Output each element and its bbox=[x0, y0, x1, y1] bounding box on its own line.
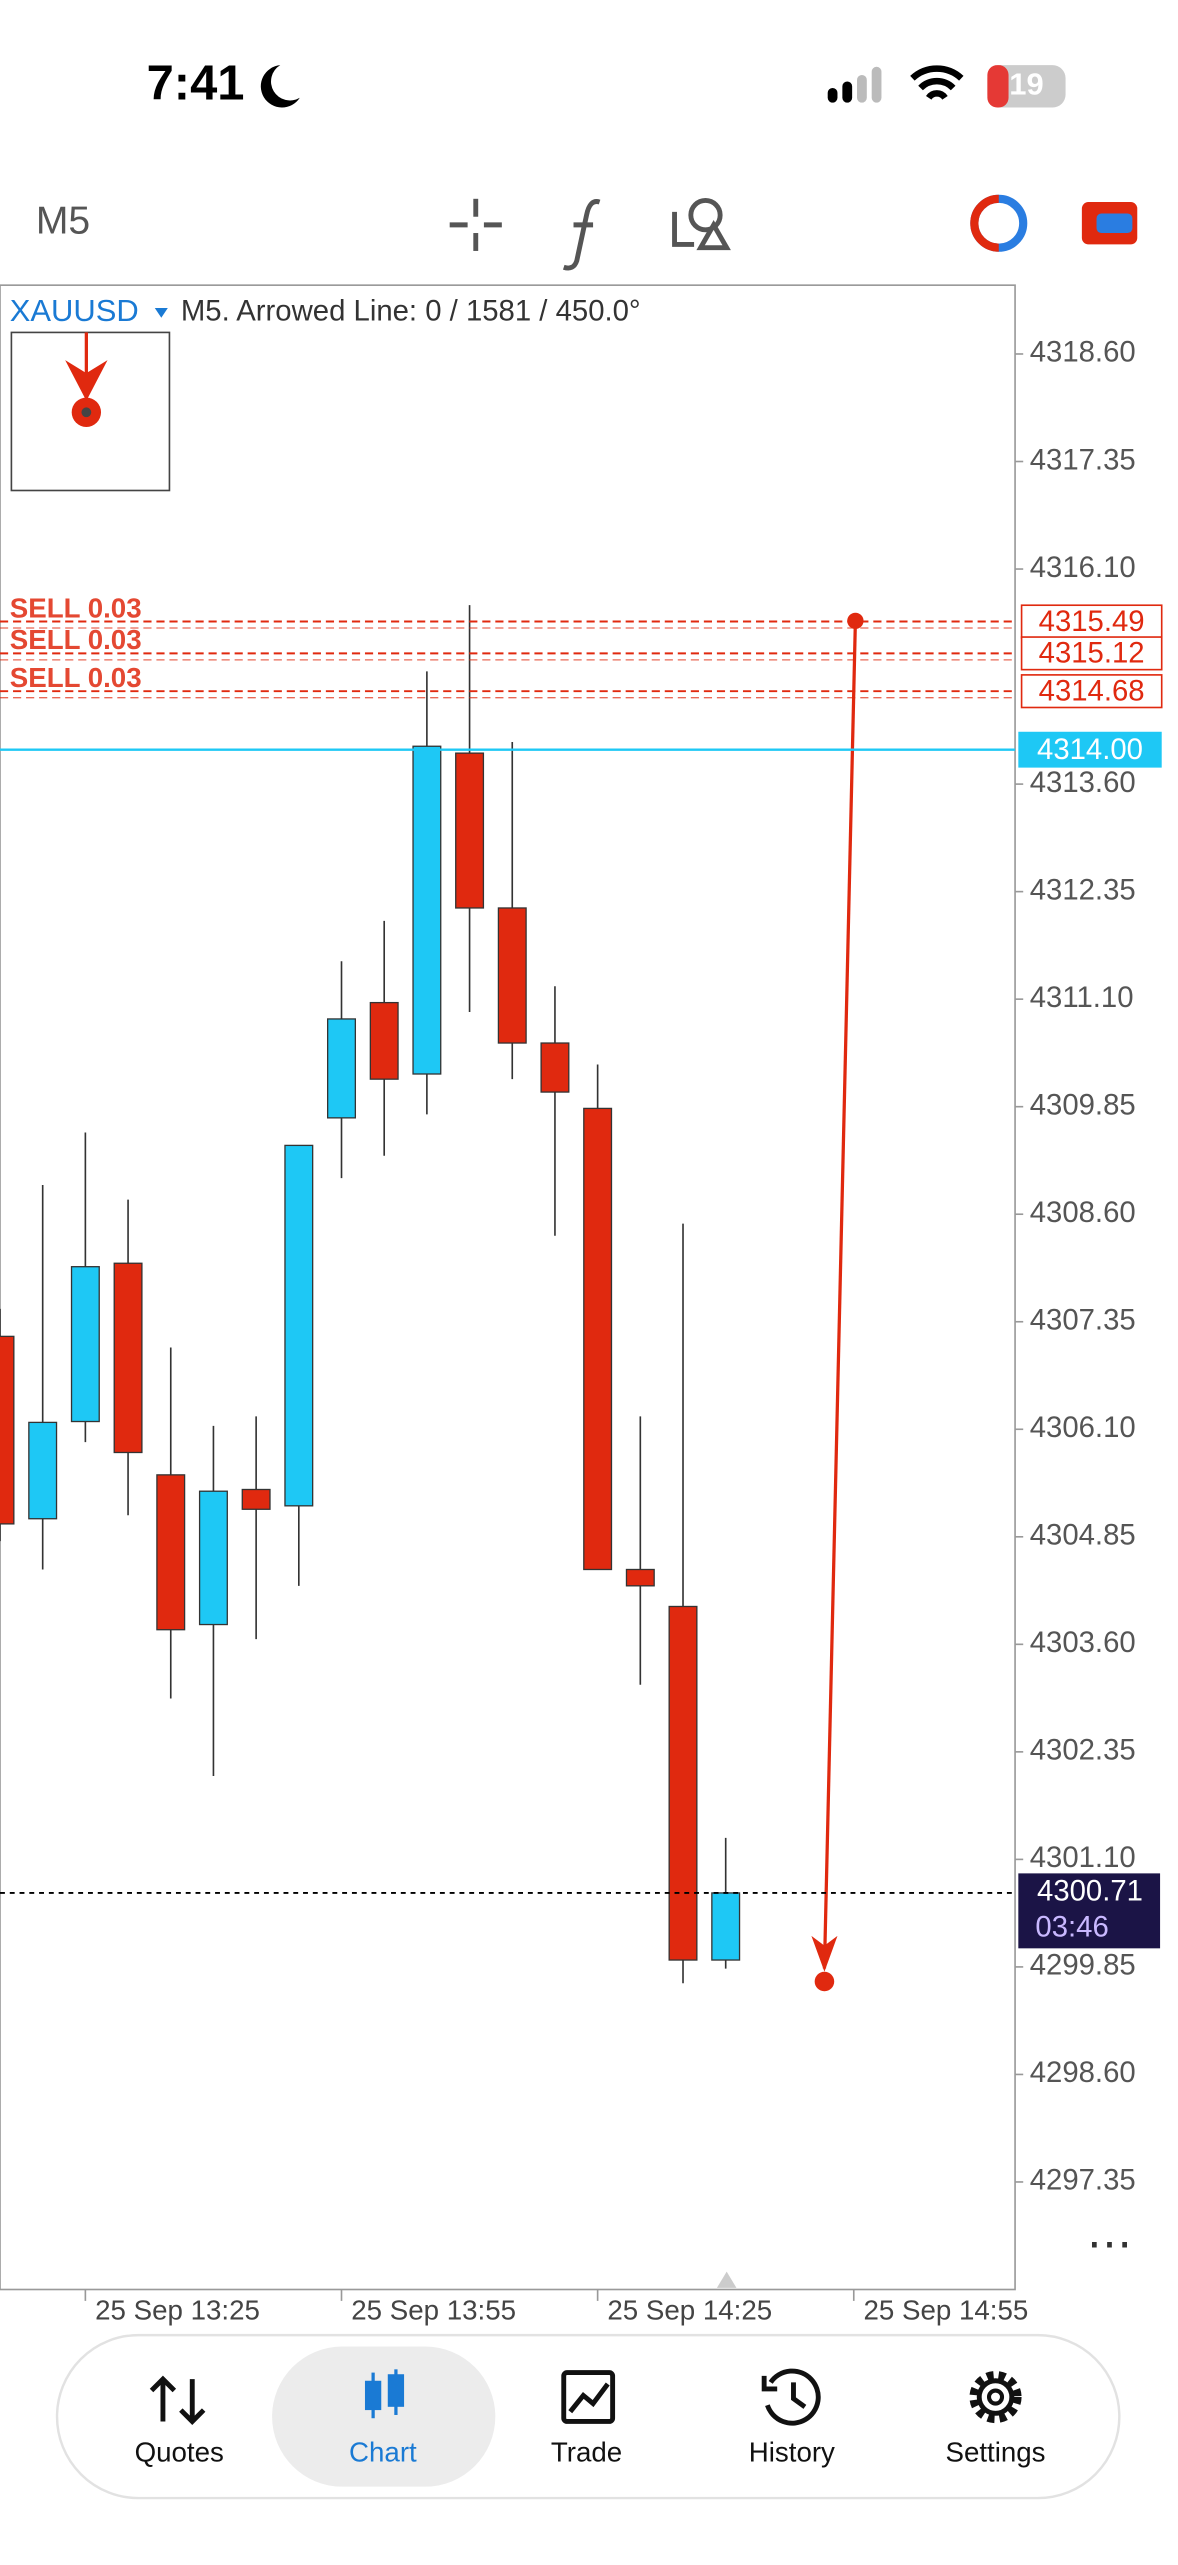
y-tick-label: 4308.60 bbox=[1030, 1196, 1136, 1229]
account-button[interactable] bbox=[970, 194, 1028, 252]
candle-body bbox=[711, 1892, 741, 1961]
candle-body bbox=[327, 1018, 357, 1119]
candle-body bbox=[198, 1490, 228, 1626]
y-tick-label: 4303.60 bbox=[1030, 1626, 1136, 1659]
order-price: 4315.12 bbox=[1039, 637, 1145, 670]
candle-body bbox=[113, 1262, 143, 1454]
y-tick-label: 4311.10 bbox=[1030, 981, 1134, 1014]
timeframe-button[interactable]: M5 bbox=[36, 200, 90, 243]
order-price-box bbox=[1020, 636, 1163, 671]
trade-icon[interactable] bbox=[561, 2370, 616, 2424]
order-price-box bbox=[1020, 674, 1163, 709]
crosshair-button[interactable] bbox=[449, 198, 502, 251]
x-tick-label: 25 Sep 13:25 bbox=[95, 2295, 260, 2326]
symbol-dropdown[interactable] bbox=[154, 307, 168, 318]
tab-label[interactable]: Settings bbox=[945, 2436, 1045, 2467]
tab-label[interactable]: Trade bbox=[551, 2436, 622, 2467]
y-tick-label: 4304.85 bbox=[1030, 1519, 1136, 1552]
order-price: 4315.49 bbox=[1039, 605, 1145, 638]
candle-body bbox=[412, 745, 442, 1075]
ask-box bbox=[1018, 731, 1162, 768]
indicators-button[interactable] bbox=[562, 199, 601, 271]
history-icon[interactable] bbox=[761, 2368, 821, 2426]
clock: 7:41 bbox=[147, 56, 245, 110]
last-price-label: 4300.71 bbox=[1037, 1875, 1143, 1908]
quotes-icon[interactable] bbox=[149, 2375, 206, 2425]
candle-body bbox=[668, 1605, 698, 1961]
symbol[interactable]: XAUUSD bbox=[10, 293, 139, 328]
y-tick-label: 4317.35 bbox=[1030, 443, 1136, 476]
tab-label[interactable]: Quotes bbox=[135, 2436, 224, 2467]
order-price: 4314.68 bbox=[1039, 675, 1145, 708]
candle-body bbox=[241, 1488, 271, 1510]
signal-icon bbox=[827, 66, 882, 103]
order-label[interactable]: SELL 0.03 bbox=[10, 624, 142, 655]
candle-body bbox=[369, 1001, 399, 1080]
y-tick-label: 4298.60 bbox=[1030, 2056, 1136, 2089]
plot bbox=[0, 605, 1016, 1984]
y-tick-label: 4318.60 bbox=[1030, 336, 1136, 369]
candle-body bbox=[455, 752, 485, 909]
chart-area[interactable] bbox=[0, 284, 1016, 2291]
candle-body bbox=[625, 1568, 655, 1587]
bar-timer: 03:46 bbox=[1035, 1911, 1108, 1944]
tabs: Quotes Chart Trade History Settings bbox=[135, 2436, 1046, 2467]
y-tick-label: 4307.35 bbox=[1030, 1303, 1136, 1336]
tab-bar bbox=[55, 2333, 1121, 2500]
trade-button[interactable] bbox=[1081, 202, 1138, 245]
y-tick-label: 4313.60 bbox=[1030, 766, 1136, 799]
y-tick-label: 4299.85 bbox=[1030, 1949, 1136, 1982]
settings-icon[interactable] bbox=[969, 2370, 1022, 2424]
more-button[interactable]: ⋯ bbox=[1087, 2218, 1133, 2269]
candle-body bbox=[70, 1266, 100, 1423]
candle-body bbox=[583, 1107, 613, 1571]
candle-body bbox=[28, 1421, 58, 1520]
y-tick-label: 4312.35 bbox=[1030, 873, 1136, 906]
y-tick-label: 4306.10 bbox=[1030, 1411, 1136, 1444]
object-preview bbox=[10, 331, 171, 492]
y-tick-label: 4316.10 bbox=[1030, 551, 1136, 584]
battery-percent: 19 bbox=[1009, 67, 1043, 102]
y-tick-label: 4297.35 bbox=[1030, 2164, 1136, 2197]
order-label[interactable]: SELL 0.03 bbox=[10, 662, 142, 693]
x-tick-label: 25 Sep 14:55 bbox=[864, 2295, 1029, 2326]
tab-selected bbox=[272, 2346, 496, 2487]
x-tick-label: 25 Sep 13:55 bbox=[351, 2295, 516, 2326]
chart-icon[interactable] bbox=[364, 2369, 405, 2419]
scroll-marker bbox=[716, 2271, 737, 2288]
order-price-box bbox=[1020, 604, 1163, 639]
order-label[interactable]: SELL 0.03 bbox=[10, 592, 142, 623]
candle-body bbox=[540, 1042, 570, 1093]
y-tick-label: 4301.10 bbox=[1030, 1841, 1136, 1874]
candle-body bbox=[497, 907, 527, 1044]
tab-label[interactable]: History bbox=[749, 2436, 835, 2467]
chart-info: M5. Arrowed Line: 0 / 1581 / 450.0° bbox=[181, 295, 641, 328]
battery-level bbox=[987, 65, 1009, 108]
wifi-icon bbox=[910, 65, 964, 100]
moon-icon bbox=[260, 65, 300, 108]
objects-button[interactable] bbox=[672, 197, 731, 251]
tab-label[interactable]: Chart bbox=[349, 2436, 417, 2467]
y-tick-label: 4309.85 bbox=[1030, 1088, 1136, 1121]
arrowed-line[interactable] bbox=[811, 612, 864, 1992]
last-price-box bbox=[1018, 1873, 1161, 1949]
y-tick-label: 4302.35 bbox=[1030, 1734, 1136, 1767]
candle-body bbox=[0, 1335, 15, 1525]
x-tick-label: 25 Sep 14:25 bbox=[607, 2295, 772, 2326]
ask-label: 4314.00 bbox=[1037, 733, 1143, 766]
candle-body bbox=[284, 1144, 314, 1507]
candle-body bbox=[156, 1474, 186, 1631]
preview-arrow bbox=[65, 332, 108, 427]
